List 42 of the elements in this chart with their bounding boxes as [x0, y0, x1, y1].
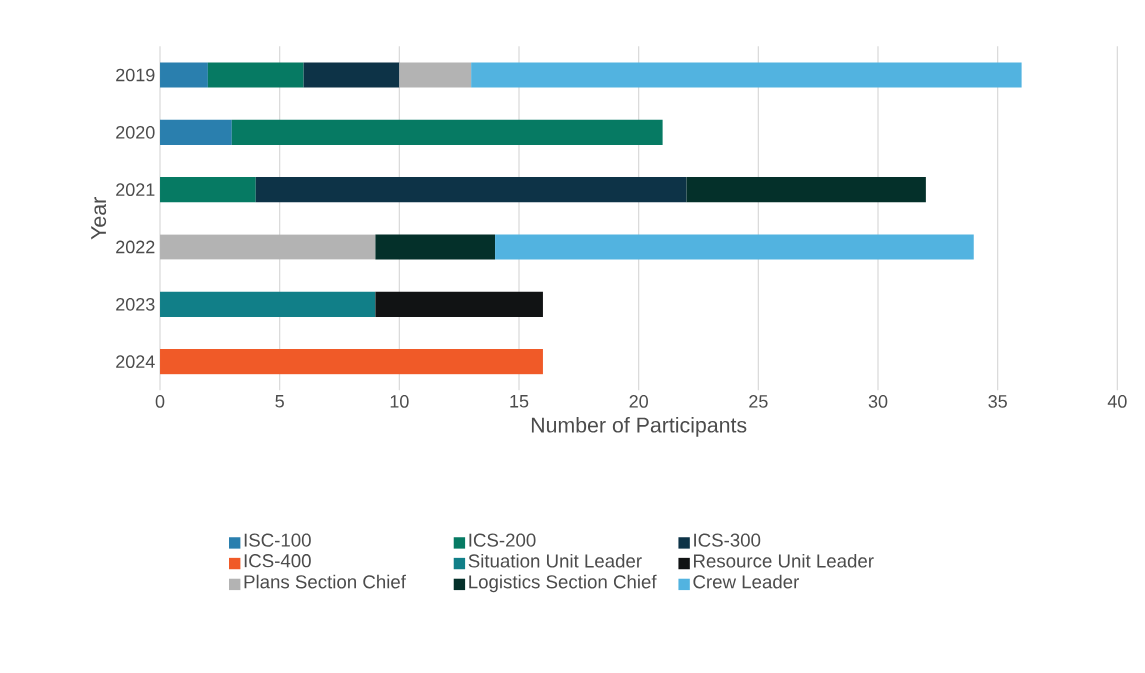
bar	[375, 291, 543, 317]
y-tick-label: 2019	[116, 68, 155, 82]
bar	[471, 62, 1022, 88]
y-axis-title: Year	[91, 197, 107, 240]
x-axis-title: Number of Participants	[531, 416, 747, 437]
y-tick-label: 2023	[116, 297, 155, 311]
bar	[375, 234, 496, 260]
x-tick-label: 15	[510, 395, 529, 408]
bar	[160, 349, 543, 375]
x-tick-label: 5	[275, 395, 284, 408]
legend-label: ICS-300	[694, 533, 761, 547]
y-tick-label: 2022	[116, 240, 155, 254]
bar	[160, 177, 256, 203]
legend-label: ISC-100	[244, 533, 311, 547]
bar	[495, 234, 974, 260]
bar	[160, 119, 232, 145]
legend-label: Crew Leader	[693, 574, 800, 589]
bar	[399, 62, 472, 88]
x-tick-label: 0	[155, 395, 165, 408]
bar	[160, 234, 376, 260]
legend-label: ICS-200	[469, 533, 536, 547]
legend-label: Logistics Section Chief	[469, 574, 657, 593]
bar	[207, 62, 304, 88]
legend-label: Plans Section Chief	[244, 574, 406, 589]
bar	[303, 62, 400, 88]
y-tick-label: 2021	[116, 183, 155, 197]
bar	[255, 177, 687, 203]
y-tick-label: 2024	[116, 355, 155, 369]
bar	[160, 291, 376, 317]
x-tick-label: 30	[868, 395, 888, 408]
legend-label: Situation Unit Leader	[468, 553, 642, 568]
x-tick-label: 20	[629, 395, 648, 408]
legend-label: Resource Unit Leader	[694, 553, 874, 568]
y-tick-label: 2020	[116, 125, 155, 139]
x-tick-label: 40	[1107, 395, 1127, 408]
bar	[686, 177, 926, 203]
bar	[160, 62, 208, 88]
x-tick-label: 10	[390, 395, 409, 408]
x-tick-label: 25	[749, 395, 768, 408]
bar	[231, 119, 663, 145]
legend-label: ICS-400	[244, 554, 311, 568]
x-tick-label: 35	[988, 395, 1007, 408]
